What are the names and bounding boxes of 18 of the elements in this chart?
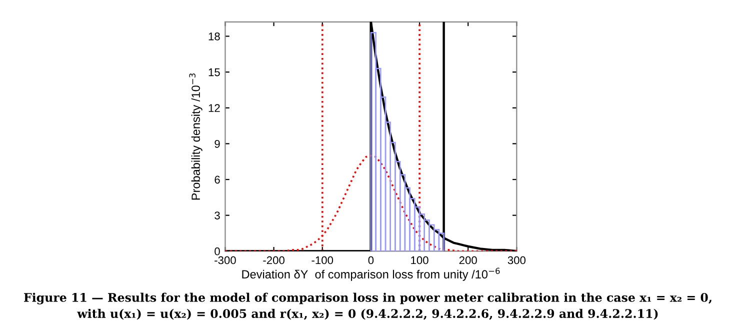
x-tick-label: 100	[411, 256, 428, 264]
y-tick-label: 18	[208, 32, 220, 40]
y-tick-label: 6	[214, 176, 220, 184]
text: with u(x₁) = u(x₂) = 0.005 and r(x₁, x₂) = 0 (9.4.2.2.2, 9.4.2.2.6, 9.4.2.2.9 and 9.4.2.2.11)	[77, 308, 658, 320]
y-tick-label: 3	[214, 212, 220, 220]
x-tick-label: 300	[508, 256, 526, 264]
y-tick-label: 15	[208, 68, 220, 76]
x-tick-label: -300	[214, 256, 236, 264]
x-tick-label: 200	[459, 256, 477, 264]
y-tick-label: 12	[208, 104, 220, 112]
x-axis-title: Deviation δY of comparison loss from unity /10$^{−6}$	[242, 268, 500, 281]
caption: Figure 11 — Results for the model of comparison loss in power meter calibration in the case x₁ = x₂ = 0,	[24, 292, 712, 304]
y-tick-label: 9	[214, 140, 220, 148]
x-tick-label: -200	[263, 256, 284, 264]
y-tick-label: 0	[214, 247, 220, 256]
x-tick-label: -100	[312, 256, 334, 264]
y-axis-title: Probability density /10$^{−3}$	[189, 74, 202, 200]
x-tick-label: 0	[368, 256, 374, 264]
